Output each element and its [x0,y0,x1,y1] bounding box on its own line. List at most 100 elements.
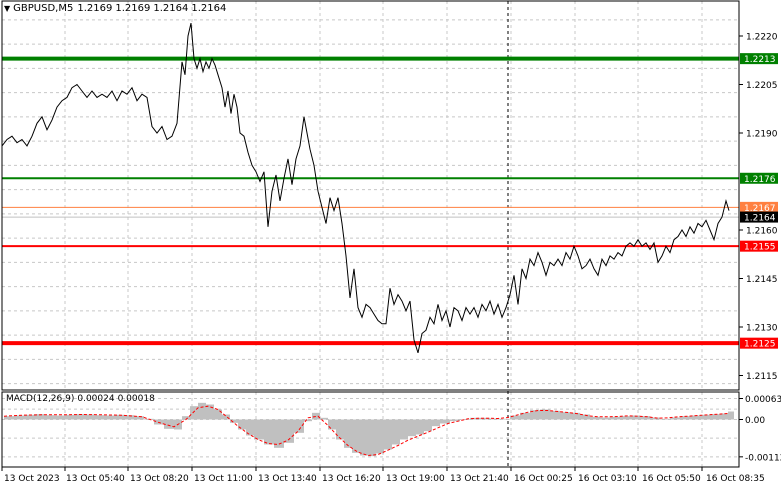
macd-histogram-bar [4,416,14,420]
time-axis-label: 13 Oct 16:20 [322,474,381,484]
macd-histogram-bar [550,410,560,420]
macd-axis-label: -0.00112 [745,453,781,463]
time-axis-label: 16 Oct 03:10 [578,474,637,484]
macd-histogram-bar [64,414,74,420]
macd-histogram-bar [320,417,328,420]
price-axis-label: 1.2130 [746,324,778,334]
macd-histogram-bar [360,419,368,456]
macd-signal-line [3,405,729,457]
macd-histogram-bar [222,414,230,420]
level-label: 1.2155 [744,243,776,253]
macd-pane-frame [1,391,740,468]
symbol-label: GBPUSD,M5 [13,3,74,14]
macd-histogram-bar [400,419,408,440]
macd-histogram-bar [490,418,500,420]
macd-histogram-bar [392,419,400,445]
macd-histogram-bar [134,416,144,420]
macd-histogram-bar [408,419,416,437]
macd-histogram-bar [328,419,336,430]
time-axis-label: 13 Oct 21:40 [450,474,509,484]
macd-histogram-bar [728,411,734,420]
macd-histogram-bar [94,415,104,420]
macd-histogram-bar [376,419,384,454]
macd-histogram-bar [470,417,480,420]
macd-histogram-bar [114,414,124,420]
high-value: 1.2169 [115,3,151,14]
macd-histogram-bar [190,406,198,420]
price-series-line [1,22,730,354]
level-label: 1.2213 [744,55,776,65]
macd-histogram-bar [304,419,312,422]
macd-histogram-bar [700,414,710,420]
level-label: 1.2167 [744,204,776,214]
macd-signal-value: 0.00018 [117,394,155,404]
macd-histogram-bar [650,417,660,420]
time-axis-label: 13 Oct 2023 [4,474,60,484]
macd-histogram-bar [432,419,440,427]
level-label-box [740,201,778,213]
open-value: 1.2169 [77,3,113,14]
time-axis-label: 16 Oct 00:25 [514,474,573,484]
macd-histogram-bar [246,419,254,436]
chart-header: ▼ GBPUSD,M5 1.2169 1.2169 1.2164 1.2164 [4,3,229,14]
macd-histogram-bar [352,419,360,453]
triangle-down-icon[interactable]: ▼ [4,4,11,13]
macd-histogram-bar [460,419,470,420]
macd-histogram-bar [124,415,134,420]
macd-histogram-bar [590,416,600,420]
macd-histogram-bar [416,419,424,435]
macd-histogram-bar [14,415,24,420]
time-axis-label: 13 Oct 08:20 [130,474,189,484]
macd-histogram-bar [500,418,510,420]
macd-histogram-bar [530,410,540,420]
macd-histogram-bar [74,414,84,420]
macd-histogram-bar [660,418,670,420]
macd-histogram-bar [44,415,54,420]
macd-histogram-bar [198,402,206,420]
macd-histogram-bar [104,415,114,420]
macd-histogram [4,402,734,457]
level-label-box [740,211,778,223]
macd-histogram-bar [368,419,376,457]
level-label: 1.2164 [744,214,776,224]
macd-histogram-bar [440,419,450,424]
macd-histogram-bar [620,416,630,420]
price-axis-label: 1.2160 [746,227,778,237]
low-value: 1.2164 [153,3,189,14]
macd-histogram-bar [284,419,294,443]
level-label-box [740,337,778,349]
time-axis-label: 13 Oct 05:40 [66,474,125,484]
macd-axis-label: 0.00063 [745,395,781,405]
time-axis-label: 16 Oct 08:35 [706,474,765,484]
macd-histogram-bar [264,419,274,445]
macd-histogram-bar [580,414,590,420]
price-axis-label: 1.2115 [746,372,778,382]
macd-histogram-bar [312,412,320,420]
macd-histogram-bar [336,419,344,440]
macd-histogram-bar [710,414,720,420]
macd-histogram-bar [254,419,264,440]
macd-histogram-bar [670,417,680,420]
macd-histogram-bar [274,419,284,448]
macd-histogram-bar [238,419,246,430]
macd-histogram-bar [690,415,700,420]
price-axis-label: 1.2220 [746,33,778,43]
macd-histogram-bar [640,416,650,420]
macd-histogram-bar [84,414,94,420]
macd-histogram-bar [294,419,304,433]
macd-histogram-bar [600,417,610,420]
macd-histogram-bar [384,419,392,450]
macd-histogram-bar [24,414,34,420]
macd-histogram-bar [540,409,550,420]
time-axis-label: 13 Oct 19:00 [386,474,445,484]
macd-histogram-bar [164,419,174,429]
time-axis-label: 13 Oct 13:40 [258,474,317,484]
level-label: 1.2125 [744,340,776,350]
price-axis-label: 1.2145 [746,275,778,285]
price-pane-frame [1,0,740,391]
macd-histogram-bar [230,419,238,423]
macd-histogram-bar [424,419,432,432]
macd-label: MACD(12,26,9) [6,394,75,404]
